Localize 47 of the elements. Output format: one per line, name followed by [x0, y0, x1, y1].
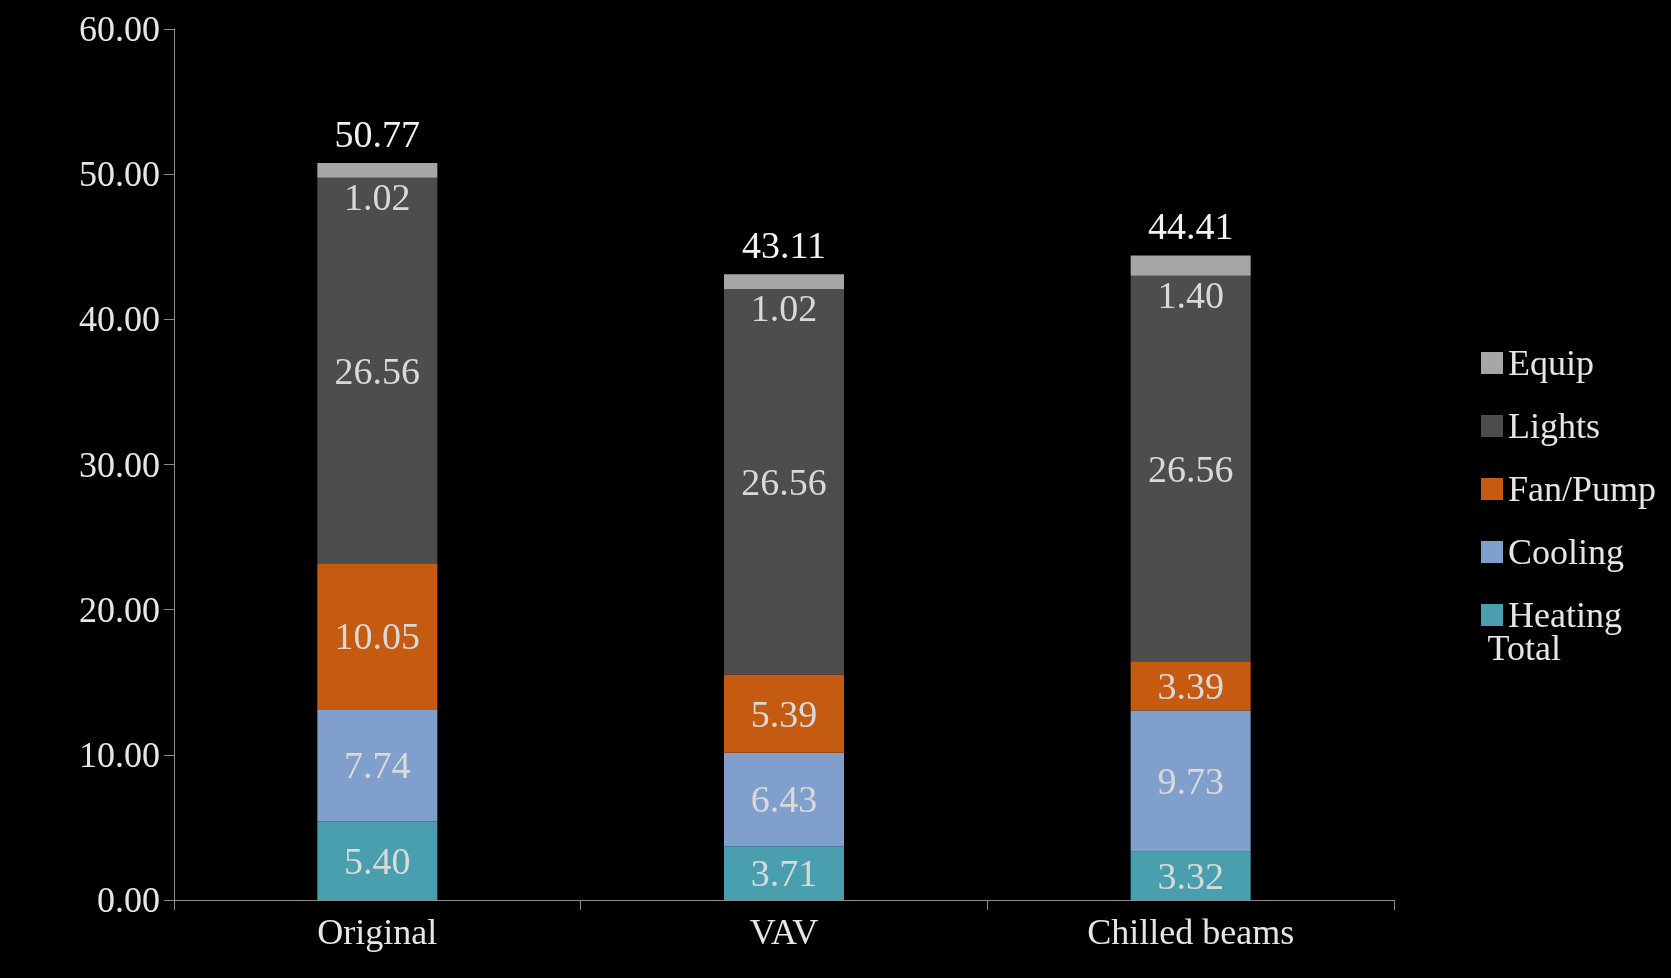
y-tick-label: 10.00	[79, 734, 160, 775]
total-label: 43.11	[741, 224, 827, 267]
legend-label: Fan/Pump	[1507, 469, 1657, 509]
bar	[724, 288, 844, 675]
data-label: 10.05	[334, 615, 421, 658]
data-label: 26.56	[334, 349, 421, 392]
bar	[724, 752, 844, 847]
y-tick-label: 30.00	[79, 444, 160, 485]
data-label: 26.56	[1147, 447, 1234, 490]
data-label: 3.71	[750, 852, 818, 895]
x-tick-label: Original	[317, 912, 438, 952]
bar	[724, 846, 844, 900]
data-label: 1.02	[344, 175, 411, 218]
legend-label: Lights	[1507, 406, 1600, 446]
data-label: 5.40	[344, 839, 411, 882]
data-label: 1.02	[750, 286, 818, 329]
bar	[724, 674, 844, 753]
y-tick-label: 40.00	[79, 299, 160, 340]
data-label: 6.43	[750, 778, 818, 821]
bar	[317, 563, 438, 710]
y-tick-label: 60.00	[79, 9, 160, 49]
total-label: 44.41	[1147, 205, 1234, 248]
bar	[1130, 851, 1251, 900]
bar	[317, 177, 438, 564]
bar	[317, 709, 438, 822]
bar	[317, 162, 438, 178]
data-label: 26.56	[741, 460, 827, 503]
y-tick-label: 20.00	[79, 589, 160, 630]
bar	[724, 274, 844, 289]
y-tick-label: 50.00	[79, 154, 160, 195]
data-label: 3.39	[1157, 664, 1224, 707]
bar	[1130, 710, 1251, 852]
x-tick-label: Chilled beams	[1087, 912, 1295, 952]
bar	[1130, 661, 1251, 711]
bar	[1130, 275, 1251, 662]
data-label: 7.74	[344, 744, 411, 787]
y-tick-label: 0.00	[97, 880, 160, 920]
legend-label: Cooling	[1507, 532, 1624, 572]
data-label: 9.73	[1157, 760, 1224, 803]
legend-label: Equip	[1507, 343, 1594, 383]
total-label: 50.77	[334, 112, 421, 155]
data-label: 3.32	[1157, 854, 1224, 897]
x-tick-label: VAV	[749, 912, 819, 952]
bar	[1130, 255, 1251, 276]
bar	[317, 821, 438, 900]
data-label: 5.39	[750, 692, 818, 735]
data-label: 1.40	[1157, 273, 1224, 316]
